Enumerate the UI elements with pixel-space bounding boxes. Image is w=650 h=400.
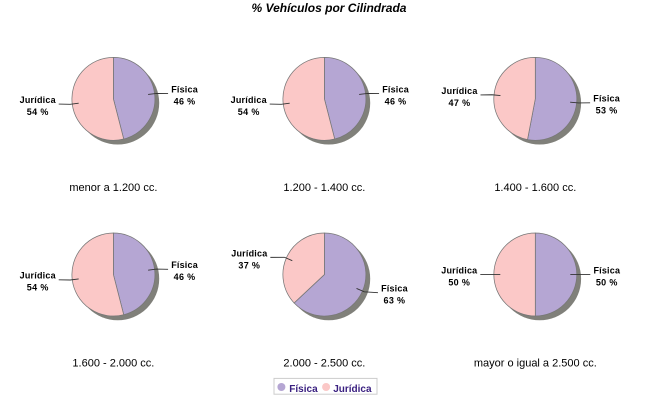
svg-text:Física: Física — [381, 284, 409, 294]
svg-text:46 %: 46 % — [174, 96, 196, 106]
svg-text:Jurídica: Jurídica — [333, 384, 372, 395]
svg-text:Jurídica: Jurídica — [231, 248, 268, 258]
svg-text:Física: Física — [593, 94, 621, 104]
svg-text:37 %: 37 % — [238, 260, 260, 270]
svg-text:Jurídica: Jurídica — [20, 271, 57, 281]
svg-text:% Vehículos por Cilindrada: % Vehículos por Cilindrada — [252, 1, 407, 15]
svg-text:Física: Física — [171, 84, 199, 94]
svg-text:Jurídica: Jurídica — [441, 265, 478, 275]
svg-text:mayor o igual a 2.500 cc.: mayor o igual a 2.500 cc. — [474, 358, 597, 370]
svg-text:menor a 1.200 cc.: menor a 1.200 cc. — [69, 182, 157, 194]
svg-text:54 %: 54 % — [238, 107, 260, 117]
svg-text:2.000 - 2.500 cc.: 2.000 - 2.500 cc. — [283, 358, 365, 370]
svg-text:1.400 - 1.600 cc.: 1.400 - 1.600 cc. — [494, 182, 576, 194]
svg-text:Física: Física — [382, 84, 410, 94]
svg-text:Física: Física — [289, 384, 318, 395]
svg-text:1.600 - 2.000 cc.: 1.600 - 2.000 cc. — [72, 358, 154, 370]
svg-text:63 %: 63 % — [383, 296, 405, 306]
svg-text:54 %: 54 % — [27, 107, 49, 117]
svg-text:1.200 - 1.400 cc.: 1.200 - 1.400 cc. — [283, 182, 365, 194]
svg-text:Jurídica: Jurídica — [231, 95, 268, 105]
svg-text:Física: Física — [171, 260, 199, 270]
svg-text:Jurídica: Jurídica — [20, 95, 57, 105]
svg-text:Jurídica: Jurídica — [441, 86, 478, 96]
svg-text:53 %: 53 % — [596, 106, 618, 116]
svg-text:47 %: 47 % — [449, 98, 471, 108]
svg-text:46 %: 46 % — [174, 272, 196, 282]
svg-text:50 %: 50 % — [596, 277, 618, 287]
svg-text:54 %: 54 % — [27, 283, 49, 293]
svg-text:Física: Física — [593, 265, 621, 275]
svg-text:50 %: 50 % — [448, 277, 470, 287]
svg-text:46 %: 46 % — [385, 96, 407, 106]
